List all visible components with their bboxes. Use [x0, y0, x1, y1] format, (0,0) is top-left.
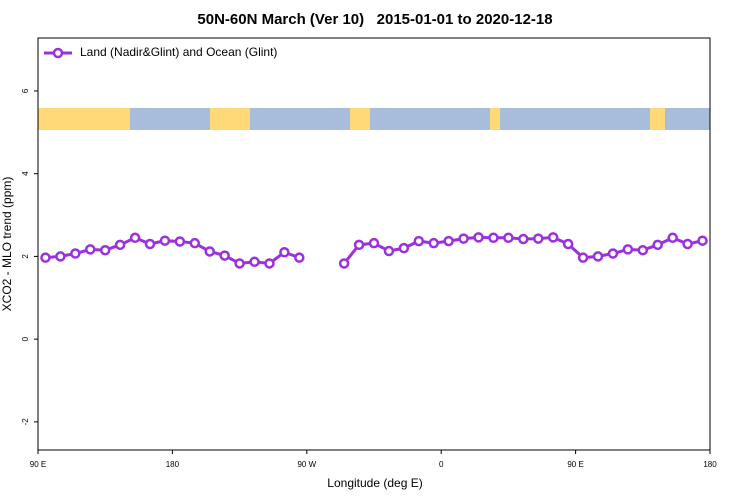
point [697, 235, 708, 246]
point [159, 235, 171, 246]
point [264, 258, 275, 269]
chart-title: 50N-60N March (Ver 10) 2015-01-01 to 202… [197, 11, 552, 28]
point [99, 244, 111, 256]
y-tick-label: 6 [21, 88, 30, 93]
legend-label: Land (Nadir&Glint) and Ocean (Glint) [80, 45, 277, 59]
point [368, 237, 380, 249]
point [443, 235, 454, 247]
point [174, 236, 186, 247]
point [294, 252, 305, 263]
x-tick-label: 90 E [567, 460, 583, 469]
point [413, 235, 425, 247]
point [114, 239, 126, 251]
plot-frame [37, 37, 711, 451]
point [503, 232, 514, 244]
point [547, 232, 559, 243]
legend-marker [52, 47, 64, 59]
x-tick-label: 180 [703, 460, 717, 469]
point [189, 237, 201, 249]
point [682, 238, 693, 250]
point [70, 248, 81, 259]
x-tick-label: 180 [166, 460, 180, 469]
y-tick-label: -2 [21, 418, 30, 426]
y-tick-label: 2 [21, 254, 30, 259]
x-axis-label: Longitude (deg E) [327, 476, 422, 490]
point [279, 247, 290, 258]
y-axis-label: XCO2 - MLO trend (ppm) [0, 177, 14, 312]
point [353, 239, 365, 251]
y-tick-label: 0 [21, 336, 30, 341]
point [652, 239, 663, 251]
point [40, 252, 51, 263]
point [533, 233, 544, 244]
x-tick-label: 90 W [297, 460, 316, 469]
point [144, 238, 156, 250]
point [607, 248, 619, 259]
point [249, 256, 260, 268]
y-tick-label: 4 [21, 171, 30, 176]
point [637, 244, 649, 256]
point [518, 233, 529, 245]
point [622, 244, 634, 255]
point [577, 252, 589, 263]
point [338, 258, 350, 269]
point [562, 238, 574, 250]
x-tick-label: 0 [439, 460, 444, 469]
point [458, 233, 469, 244]
point [488, 232, 499, 244]
point [85, 244, 96, 255]
point [473, 232, 484, 243]
point [129, 232, 141, 244]
point [592, 251, 604, 262]
point [667, 232, 678, 244]
point [234, 258, 245, 269]
point [398, 242, 410, 254]
map-band [38, 108, 710, 130]
point [204, 246, 215, 257]
point [55, 251, 66, 262]
x-tick-label: 90 E [30, 460, 46, 469]
point [428, 237, 439, 249]
point [383, 245, 395, 257]
point [219, 250, 230, 261]
